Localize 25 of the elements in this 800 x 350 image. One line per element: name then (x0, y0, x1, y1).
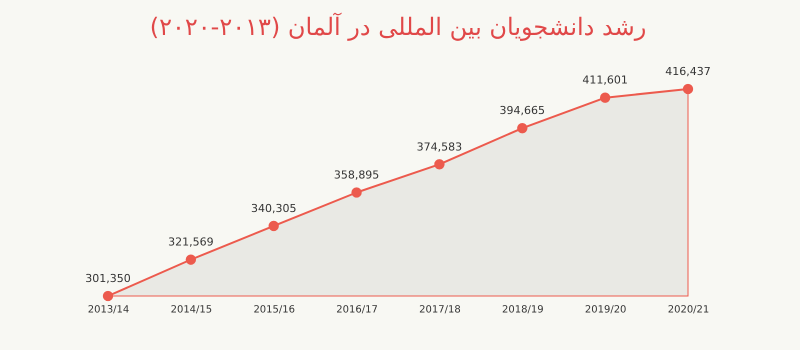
data-label: 411,601 (582, 74, 628, 87)
point (517, 122, 528, 134)
data-label: 358,895 (334, 168, 380, 182)
data-label: 394,665 (500, 104, 546, 118)
data-label: 321,569 (168, 236, 214, 249)
point (268, 220, 279, 232)
data-label: 340,305 (250, 202, 296, 215)
x-tick-label: 2020/21 (668, 304, 710, 316)
point (102, 290, 114, 302)
x-tick-label: 2016/17 (336, 304, 378, 316)
data-label: 416,437 (665, 65, 711, 78)
data-label: 301,350 (85, 272, 131, 285)
chart-title: رشد دانشجویان بین المللی در آلمان (۲۰۱۳-۲۰۲۰) (150, 12, 646, 41)
data-label: 374,583 (416, 140, 462, 154)
point (600, 92, 610, 103)
point (434, 159, 445, 170)
x-tick-label: 2019/20 (584, 304, 626, 316)
x-tick-label: 2017/18 (419, 304, 461, 316)
x-tick-label: 2013/14 (88, 304, 130, 316)
x-tick-label: 2014/15 (170, 304, 212, 316)
point (186, 254, 196, 265)
point (682, 84, 694, 94)
point (351, 187, 362, 198)
x-tick-label: 2015/16 (253, 304, 295, 316)
x-tick-label: 2018/19 (502, 304, 544, 316)
